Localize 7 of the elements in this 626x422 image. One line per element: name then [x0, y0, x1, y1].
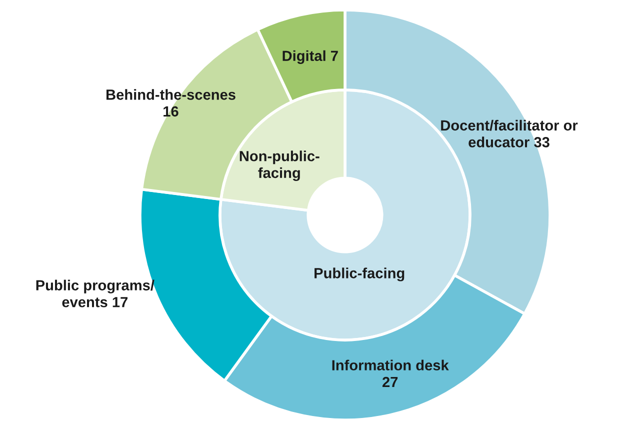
- data-label: Non-public- facing: [240, 150, 320, 182]
- data-label: Behind-the-scenes 16: [106, 89, 236, 117]
- data-label: Docent/facilitator or educator 33: [441, 120, 578, 148]
- data-label: Public programs/ events 17: [36, 280, 154, 308]
- data-label: Information desk 27: [332, 360, 449, 388]
- data-label: Digital 7: [282, 50, 338, 64]
- data-label: Public-facing: [314, 268, 404, 282]
